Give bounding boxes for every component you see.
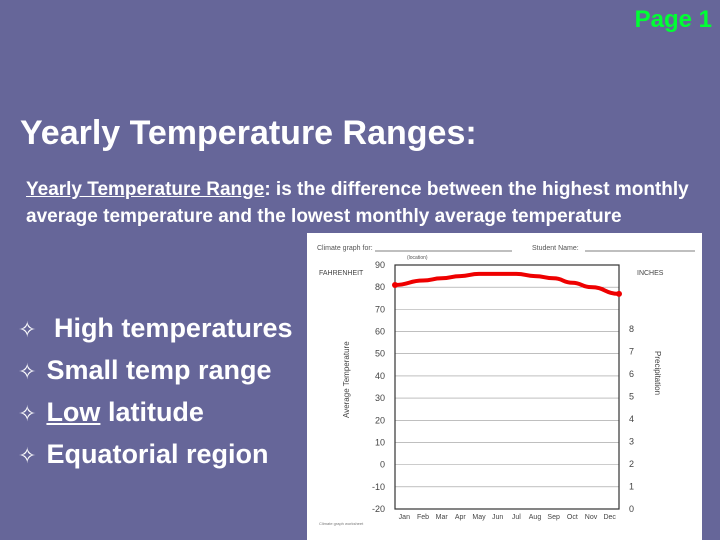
x-tick-label: May <box>472 514 486 521</box>
y-tick-label: 0 <box>380 460 385 470</box>
y-tick-label: 70 <box>375 304 385 314</box>
left-axis-title: Average Temperature <box>342 341 351 418</box>
y2-tick-label: 2 <box>629 459 634 469</box>
star-bullet-icon: ✧ <box>18 443 37 468</box>
bullet-text: High temperatures <box>46 313 293 343</box>
temperature-line <box>393 271 621 296</box>
y-tick-labels: 90 80 70 60 50 40 30 20 10 0 -10 -20 <box>372 260 385 514</box>
y2-tick-label: 0 <box>629 504 634 514</box>
y-tick-label: 40 <box>375 371 385 381</box>
x-tick-label: Jul <box>512 514 521 521</box>
climate-graph-svg: Climate graph for: (location) Student Na… <box>317 245 695 526</box>
graph-header-left: Climate graph for: <box>317 245 373 252</box>
star-bullet-icon: ✧ <box>18 317 37 342</box>
left-unit-label: FAHRENHEIT <box>319 270 364 277</box>
definition-body: : is the difference between the highest … <box>26 179 689 227</box>
y2-tick-label: 5 <box>629 392 634 402</box>
x-tick-label: Aug <box>529 514 542 521</box>
grid-lines <box>395 264 619 510</box>
series-lines <box>392 271 622 297</box>
bullet-text-underlined: Low <box>46 397 101 427</box>
slide-title: Yearly Temperature Ranges: <box>20 114 477 152</box>
definition-term: Yearly Temperature Range <box>26 179 265 200</box>
bullet-item: ✧ Small temp range <box>18 350 293 392</box>
right-unit-label: INCHES <box>637 270 664 277</box>
x-tick-label: Oct <box>567 514 578 521</box>
bullet-item: ✧ High temperatures <box>18 308 293 350</box>
x-tick-label: Dec <box>603 514 616 521</box>
y-tick-label: 80 <box>375 282 385 292</box>
page-number: Page 1 <box>634 6 712 33</box>
bullet-item: ✧ Low latitude <box>18 392 293 434</box>
x-tick-label: Nov <box>585 514 598 521</box>
y-tick-label: 50 <box>375 349 385 359</box>
bullet-text: latitude <box>100 397 204 427</box>
star-bullet-icon: ✧ <box>18 359 37 384</box>
y-tick-label: 30 <box>375 393 385 403</box>
data-point <box>392 281 398 288</box>
point-number: 1. <box>322 270 346 301</box>
definition-text: Yearly Temperature Range: is the differe… <box>26 176 716 230</box>
y2-tick-label: 6 <box>629 369 634 379</box>
y-tick-label: 10 <box>375 437 385 447</box>
x-tick-label: Jan <box>399 514 410 521</box>
x-tick-label: Feb <box>417 514 429 521</box>
y2-tick-label: 7 <box>629 347 634 357</box>
graph-header-right: Student Name: <box>532 245 579 252</box>
bullet-text: Equatorial region <box>46 439 269 469</box>
climate-graph: Climate graph for: (location) Student Na… <box>307 233 702 540</box>
graph-footer: Climate graph worksheet <box>319 521 364 526</box>
y-tick-label: -20 <box>372 504 385 514</box>
right-axis-title: Precipitation <box>653 351 662 395</box>
bullet-item: ✧ Equatorial region <box>18 434 293 476</box>
x-tick-label: Apr <box>455 514 467 521</box>
x-tick-label: Sep <box>547 514 560 521</box>
star-bullet-icon: ✧ <box>18 401 37 426</box>
graph-header-left-sub: (location) <box>407 255 428 261</box>
y-tick-label: 20 <box>375 415 385 425</box>
y2-tick-labels: 8 7 6 5 4 3 2 1 0 <box>629 324 634 514</box>
y2-tick-label: 8 <box>629 324 634 334</box>
y-tick-label: 60 <box>375 327 385 337</box>
bullet-text: Small temp range <box>46 355 272 385</box>
y2-tick-label: 1 <box>629 482 634 492</box>
plot-frame <box>394 264 620 510</box>
y2-tick-label: 3 <box>629 437 634 447</box>
y-tick-label: 90 <box>375 260 385 270</box>
bullet-list: ✧ High temperatures ✧ Small temp range ✧ L… <box>18 308 293 476</box>
x-tick-label: Jun <box>492 514 503 521</box>
y-tick-label: -10 <box>372 482 385 492</box>
data-point <box>616 290 622 297</box>
x-tick-labels: Jan Feb Mar Apr May Jun Jul Aug Sep Oct Nov Dec <box>399 514 617 521</box>
y2-tick-label: 4 <box>629 414 634 424</box>
x-tick-label: Mar <box>436 514 449 521</box>
